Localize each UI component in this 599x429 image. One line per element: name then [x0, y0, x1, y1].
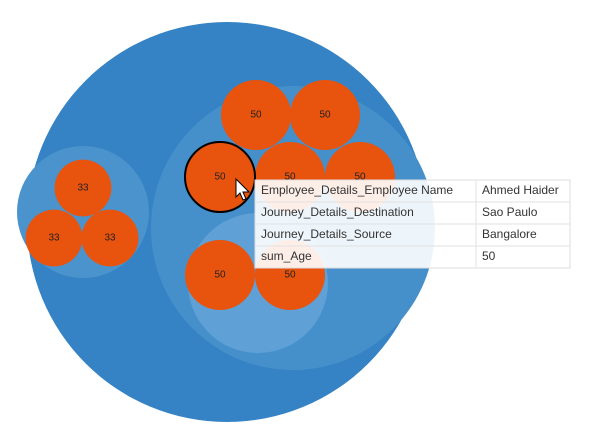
leaf-circle — [25, 209, 83, 267]
leaf-circle — [184, 239, 256, 311]
tooltip-value: Ahmed Haider — [482, 183, 559, 197]
leaf-label: 33 — [104, 233, 116, 244]
tooltip-key: Journey_Details_Source — [261, 227, 392, 241]
tooltip-value: Bangalore — [482, 227, 537, 241]
leaf-circle — [220, 79, 292, 151]
tooltip: Employee_Details_Employee Name Ahmed Haid… — [254, 179, 571, 269]
leaf-label: 50 — [214, 270, 226, 281]
leaf-label: 33 — [77, 183, 89, 194]
tooltip-key: sum_Age — [261, 249, 312, 263]
leaf-label: 50 — [319, 110, 331, 121]
leaf-label: 50 — [354, 172, 366, 183]
leaf-label: 50 — [214, 172, 226, 183]
leaf-label: 50 — [284, 270, 296, 281]
cursor — [235, 177, 251, 201]
tooltip-key: Journey_Details_Destination — [261, 205, 414, 219]
tooltip-value: 50 — [482, 249, 496, 263]
leaf-label: 33 — [48, 233, 60, 244]
leaf-label: 50 — [284, 172, 296, 183]
leaf-circle — [81, 209, 139, 267]
leaf-label: 50 — [250, 110, 262, 121]
tooltip-value: Sao Paulo — [482, 205, 538, 219]
leaf-circle — [289, 79, 361, 151]
leaf-circle — [54, 159, 112, 217]
tooltip-key: Employee_Details_Employee Name — [261, 183, 453, 197]
